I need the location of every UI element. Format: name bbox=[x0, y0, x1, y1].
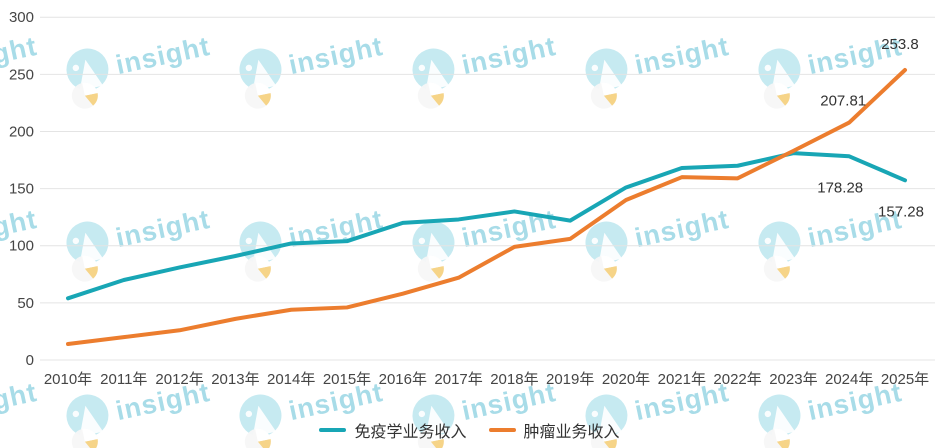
y-axis-tick-label: 200 bbox=[9, 123, 34, 140]
y-axis-tick-label: 300 bbox=[9, 9, 34, 26]
x-axis-tick-label: 2022年 bbox=[713, 371, 761, 388]
y-axis-tick-label: 150 bbox=[9, 181, 34, 198]
legend-label-immunology: 免疫学业务收入 bbox=[354, 424, 467, 441]
x-axis-tick-label: 2018年 bbox=[490, 371, 538, 388]
x-axis-tick-label: 2014年 bbox=[267, 371, 315, 388]
data-label: 157.28 bbox=[878, 203, 924, 220]
data-label: 207.81 bbox=[820, 93, 866, 110]
y-axis-tick-label: 100 bbox=[9, 238, 34, 255]
series-lines bbox=[66, 67, 907, 347]
series-line-immunology bbox=[66, 151, 907, 301]
chart-legend: 免疫学业务收入 肿瘤业务收入 bbox=[0, 418, 939, 442]
legend-item-immunology-revenue[interactable]: 免疫学业务收入 bbox=[319, 418, 467, 442]
x-axis-tick-label: 2023年 bbox=[769, 371, 817, 388]
x-axis-tick-label: 2021年 bbox=[658, 371, 706, 388]
gridlines bbox=[40, 16, 935, 361]
data-label: 178.28 bbox=[817, 179, 863, 196]
legend-swatch-teal-icon bbox=[319, 428, 347, 432]
x-axis-tick-label: 2015年 bbox=[323, 371, 371, 388]
x-axis-tick-label: 2017年 bbox=[434, 371, 482, 388]
x-axis-tick-label: 2012年 bbox=[155, 371, 203, 388]
x-axis-tick-label: 2019年 bbox=[546, 371, 594, 388]
legend-item-oncology-revenue[interactable]: 肿瘤业务收入 bbox=[488, 418, 620, 442]
x-axis-tick-label: 2016年 bbox=[379, 371, 427, 388]
y-axis-tick-label: 50 bbox=[17, 295, 34, 312]
series-line-oncology bbox=[66, 67, 907, 347]
x-axis-tick-label: 2020年 bbox=[602, 371, 650, 388]
x-axis-tick-label: 2024年 bbox=[825, 371, 873, 388]
legend-swatch-orange-icon bbox=[488, 428, 516, 432]
x-axis-tick-label: 2013年 bbox=[211, 371, 259, 388]
legend-label-oncology: 肿瘤业务收入 bbox=[523, 424, 620, 441]
x-axis-tick-label: 2011年 bbox=[100, 371, 147, 388]
y-axis-tick-labels: 0 50 100 150 200 250 300 bbox=[9, 9, 34, 369]
x-axis-tick-labels: 2010年 2011年 2012年 2013年 2014年 2015年 2016年 2017年… bbox=[44, 371, 929, 388]
data-labels: 178.28 157.28 207.81 253.8 bbox=[817, 36, 924, 220]
y-axis-tick-label: 250 bbox=[9, 66, 34, 83]
x-axis-tick-label: 2025年 bbox=[881, 371, 929, 388]
y-axis-tick-label: 0 bbox=[26, 352, 34, 369]
data-label: 253.8 bbox=[881, 36, 919, 53]
x-axis-tick-label: 2010年 bbox=[44, 371, 92, 388]
